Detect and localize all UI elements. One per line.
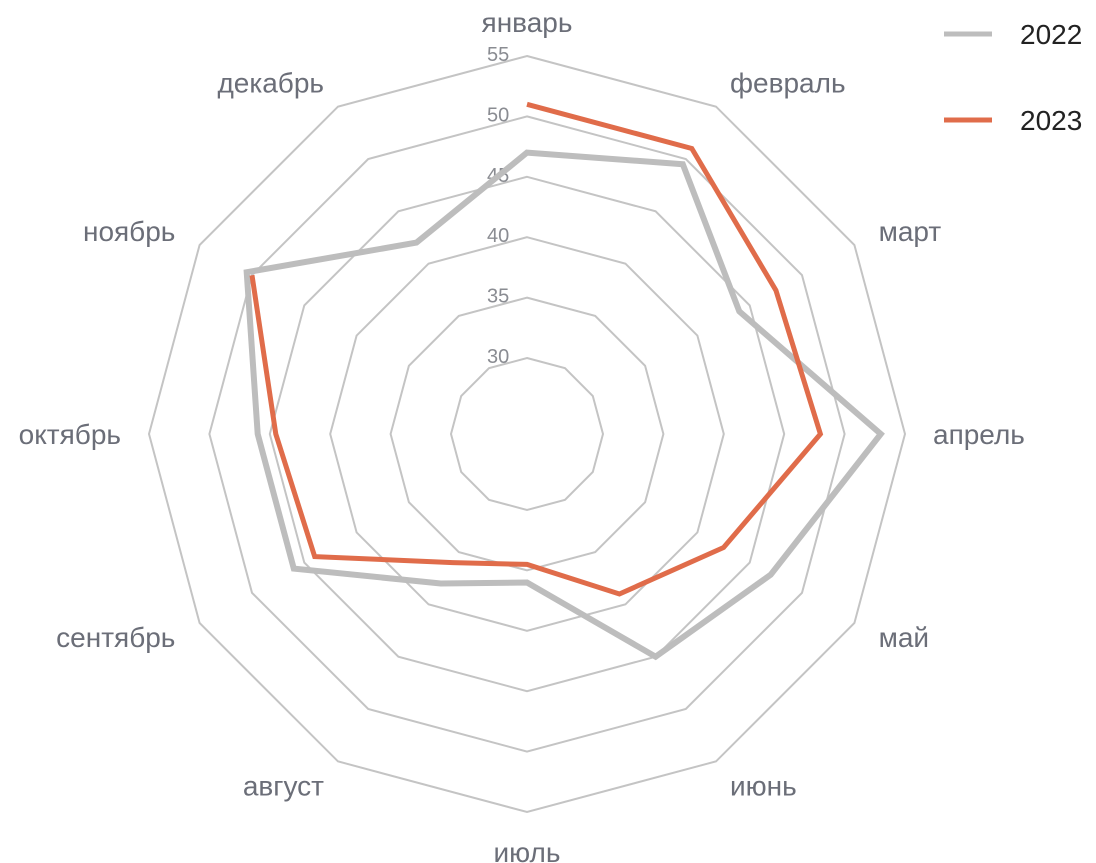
category-label: декабрь bbox=[217, 67, 324, 98]
category-label: июнь bbox=[730, 771, 797, 802]
legend: 2022 2023 bbox=[944, 19, 1082, 136]
category-label: сентябрь bbox=[56, 622, 175, 653]
tick-label: 30 bbox=[487, 346, 509, 368]
category-label: октябрь bbox=[19, 419, 121, 450]
category-label: январь bbox=[482, 7, 573, 38]
category-labels: январь февраль март апрель май июнь июль август… bbox=[19, 7, 1025, 863]
category-label: май bbox=[879, 622, 929, 653]
grid-ring-50 bbox=[208, 115, 846, 753]
category-label: март bbox=[879, 216, 942, 247]
tick-label: 55 bbox=[487, 44, 509, 66]
grid-ring-45 bbox=[268, 175, 786, 693]
category-label: февраль bbox=[730, 67, 846, 98]
legend-label-2022: 2022 bbox=[1020, 19, 1082, 50]
series-lines bbox=[243, 101, 885, 661]
legend-item-2022: 2022 bbox=[944, 19, 1082, 50]
legend-label-2023: 2023 bbox=[1020, 105, 1082, 136]
tick-label: 35 bbox=[487, 286, 509, 308]
category-label: июль bbox=[494, 837, 561, 863]
tick-label: 40 bbox=[487, 225, 509, 247]
category-label: апрель bbox=[933, 419, 1025, 450]
grid-ring-55 bbox=[147, 54, 907, 814]
category-label: ноябрь bbox=[83, 216, 175, 247]
series-line-2022 bbox=[243, 149, 885, 661]
grid-ring-40 bbox=[329, 236, 725, 632]
legend-item-2023: 2023 bbox=[944, 105, 1082, 136]
tick-label: 50 bbox=[487, 104, 509, 126]
radar-grid bbox=[147, 54, 907, 814]
grid-ring-35 bbox=[389, 296, 665, 572]
category-label: август bbox=[243, 771, 324, 802]
grid-ring-30 bbox=[449, 356, 605, 512]
series-line-2023 bbox=[249, 101, 824, 597]
